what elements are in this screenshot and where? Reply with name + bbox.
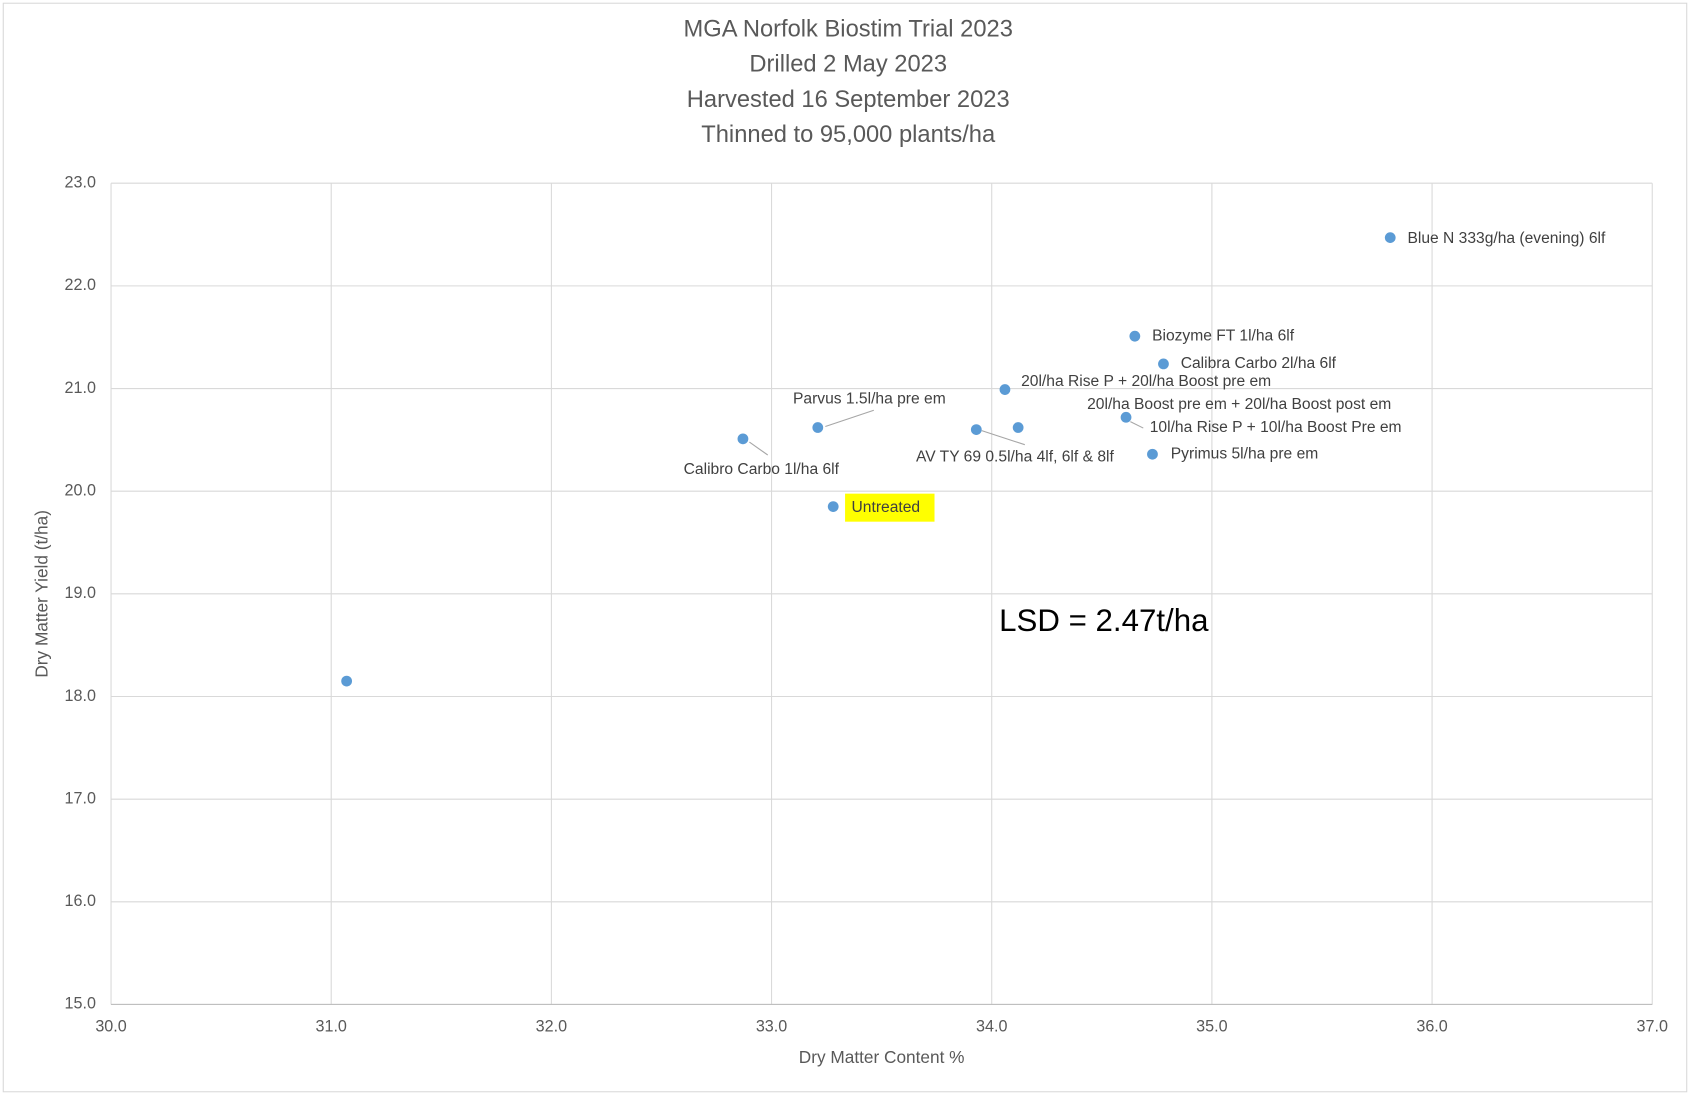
point: [827, 501, 839, 512]
point: [1012, 422, 1024, 433]
point: [1158, 358, 1169, 370]
y-tick-label: 21.0: [65, 379, 96, 397]
point-label: Untreated: [852, 499, 921, 516]
x-axis-title: Dry Matter Content %: [799, 1047, 965, 1067]
x-tick-label: 32.0: [536, 1017, 567, 1035]
chart-title: Drilled 2 May 2023: [749, 52, 947, 78]
leader-line: [1130, 421, 1144, 429]
leader-line: [825, 409, 875, 427]
y-tick-label: 19.0: [65, 584, 96, 602]
chart-title: MGA Norfolk Biostim Trial 2023: [684, 16, 1013, 42]
annotation: LSD = 2.47t/ha: [999, 603, 1209, 638]
x-tick-label: 34.0: [976, 1017, 1007, 1035]
x-tick-label: 36.0: [1416, 1017, 1447, 1035]
point: [737, 433, 749, 445]
y-tick-label: 17.0: [65, 789, 96, 807]
point-label: Pyrimus 5l/ha pre em: [1171, 445, 1318, 462]
y-tick-label: 23.0: [65, 173, 96, 191]
point: [970, 424, 982, 435]
x-tick-label: 37.0: [1637, 1017, 1668, 1035]
point: [1147, 448, 1158, 460]
point: [999, 384, 1011, 395]
chart-title: Thinned to 95,000 plants/ha: [701, 122, 996, 148]
y-tick-label: 22.0: [65, 276, 96, 294]
point: [1384, 232, 1396, 244]
point-label: Parvus 1.5l/ha pre em: [793, 391, 946, 408]
point-label: 10l/ha Rise P + 10l/ha Boost Pre em: [1150, 419, 1402, 436]
leader-line: [981, 430, 1025, 446]
y-tick-label: 18.0: [65, 687, 96, 705]
point-label: 20l/ha Boost pre em + 20l/ha Boost post …: [1087, 396, 1391, 413]
point: [341, 675, 353, 687]
point: [1129, 330, 1141, 342]
x-tick-label: 33.0: [756, 1017, 787, 1035]
y-tick-label: 20.0: [65, 481, 96, 499]
chart-title: Harvested 16 September 2023: [687, 87, 1010, 113]
point: [812, 422, 824, 433]
point-label: Calibro Carbo 1l/ha 6lf: [684, 461, 840, 478]
point-label: 20l/ha Rise P + 20l/ha Boost pre em: [1021, 373, 1271, 390]
point-label: AV TY 69 0.5l/ha 4lf, 6lf & 8lf: [916, 449, 1115, 466]
x-tick-label: 31.0: [315, 1017, 346, 1035]
leader-line: [749, 441, 769, 456]
x-tick-label: 30.0: [95, 1017, 126, 1035]
point: [1120, 411, 1132, 423]
y-tick-label: 16.0: [65, 892, 96, 910]
y-tick-label: 15.0: [65, 995, 96, 1013]
x-tick-label: 35.0: [1196, 1017, 1227, 1035]
y-axis-title: Dry Matter Yield (t/ha): [32, 510, 52, 678]
point-label: Biozyme FT 1l/ha 6lf: [1152, 327, 1295, 344]
point-label: Calibra Carbo 2l/ha 6lf: [1181, 355, 1337, 372]
point-label: Blue N 333g/ha (evening) 6lf: [1407, 230, 1606, 247]
label-highlight: [845, 493, 935, 522]
